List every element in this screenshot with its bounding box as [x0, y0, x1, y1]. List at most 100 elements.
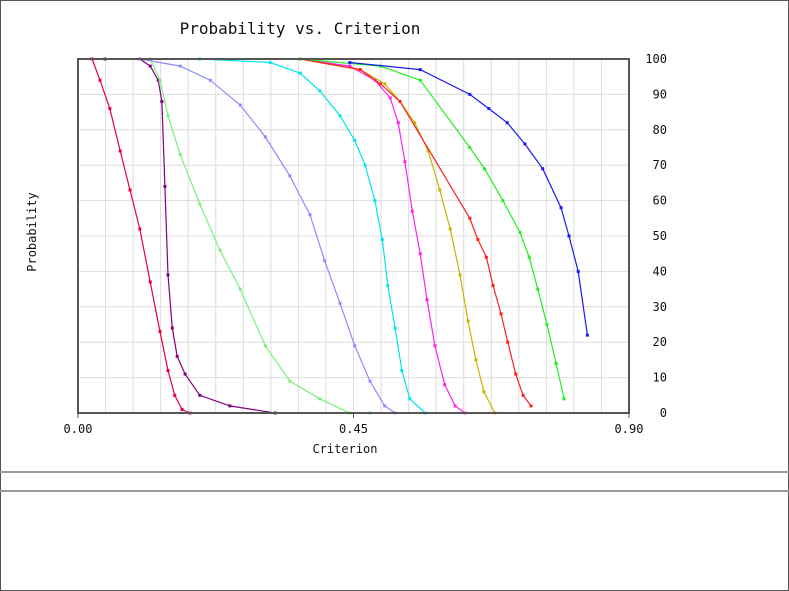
- y-tick-label: 0: [660, 406, 667, 420]
- y-tick-label: 40: [653, 264, 667, 278]
- data-point-marker: [128, 188, 132, 192]
- data-point-marker: [158, 78, 162, 82]
- data-point-marker: [425, 298, 429, 302]
- data-point-marker: [378, 82, 382, 86]
- data-point-marker: [458, 273, 462, 277]
- data-point-marker: [418, 68, 422, 72]
- data-point-marker: [518, 230, 522, 234]
- series-lightgreen: [149, 58, 370, 414]
- series-green: [300, 58, 565, 399]
- data-point-marker: [396, 121, 400, 125]
- data-point-marker: [373, 199, 377, 203]
- data-point-marker: [166, 273, 170, 277]
- data-point-marker: [175, 354, 179, 358]
- x-tick-label: 0.00: [64, 422, 93, 436]
- data-point-marker: [183, 372, 187, 376]
- data-point-marker: [166, 369, 170, 373]
- data-point-marker: [398, 99, 402, 103]
- data-point-marker: [499, 312, 503, 316]
- y-tick-label: 30: [653, 300, 667, 314]
- data-point-marker: [156, 78, 160, 82]
- data-point-marker: [288, 379, 292, 383]
- data-point-marker: [380, 238, 384, 242]
- data-point-marker: [263, 135, 267, 139]
- data-point-marker: [166, 114, 170, 118]
- data-point-marker: [298, 71, 302, 75]
- data-point-marker: [118, 149, 122, 153]
- data-point-marker: [338, 114, 342, 118]
- data-point-marker: [521, 393, 525, 397]
- data-point-marker: [418, 78, 422, 82]
- y-tick-label: 90: [653, 87, 667, 101]
- data-point-marker: [383, 82, 387, 86]
- data-point-marker: [545, 323, 549, 326]
- data-point-marker: [263, 344, 267, 348]
- series-cyan: [199, 58, 426, 414]
- data-point-marker: [348, 61, 352, 65]
- data-point-marker: [228, 404, 232, 408]
- y-tick-label: 70: [653, 158, 667, 172]
- data-point-marker: [448, 227, 452, 231]
- data-point-marker: [506, 340, 510, 344]
- x-tick-label: 0.90: [615, 422, 644, 436]
- series-red: [300, 58, 532, 407]
- series-blue: [349, 61, 588, 336]
- data-point-marker: [353, 138, 357, 142]
- data-point-marker: [218, 248, 222, 252]
- data-point-marker: [238, 287, 242, 291]
- chart-title: Probability vs. Criterion: [179, 19, 421, 38]
- data-point-marker: [536, 287, 540, 291]
- data-point-marker: [178, 64, 182, 68]
- data-point-marker: [484, 255, 488, 259]
- data-point-marker: [487, 107, 491, 111]
- data-point-marker: [268, 61, 272, 65]
- data-point-marker: [368, 379, 372, 383]
- data-point-marker: [438, 188, 442, 192]
- data-point-marker: [348, 64, 352, 68]
- data-point-marker: [468, 216, 472, 220]
- separator-line: [0, 471, 789, 473]
- data-point-marker: [358, 68, 362, 72]
- data-point-marker: [198, 393, 202, 397]
- data-point-marker: [567, 234, 571, 238]
- y-tick-label: 60: [653, 194, 667, 208]
- data-point-marker: [483, 167, 487, 171]
- data-point-marker: [408, 397, 412, 401]
- y-tick-label: 10: [653, 371, 667, 385]
- data-point-marker: [308, 213, 312, 217]
- data-point-marker: [353, 344, 357, 348]
- data-point-marker: [554, 361, 558, 365]
- data-point-marker: [318, 397, 322, 401]
- data-point-marker: [173, 393, 177, 397]
- data-point-marker: [170, 326, 174, 330]
- data-point-marker: [323, 259, 327, 263]
- data-point-marker: [393, 326, 397, 330]
- data-point-marker: [576, 269, 580, 273]
- x-axis-label: Criterion: [312, 442, 378, 456]
- data-point-marker: [562, 397, 566, 401]
- data-point-marker: [163, 184, 167, 188]
- data-point-marker: [474, 358, 478, 362]
- x-tick-label: 0.45: [339, 422, 368, 436]
- separator-line: [0, 490, 789, 492]
- data-point-marker: [476, 238, 480, 242]
- data-point-marker: [541, 167, 545, 171]
- data-point-marker: [426, 149, 430, 153]
- data-point-marker: [482, 390, 486, 394]
- data-point-marker: [413, 121, 417, 125]
- data-point-marker: [138, 227, 142, 231]
- data-point-marker: [98, 78, 102, 82]
- data-point-marker: [491, 284, 495, 288]
- data-point-marker: [388, 96, 392, 100]
- data-point-marker: [288, 174, 292, 178]
- data-point-marker: [386, 284, 390, 288]
- data-point-marker: [468, 92, 472, 96]
- data-point-marker: [158, 330, 162, 334]
- y-tick-label: 50: [653, 229, 667, 243]
- data-point-marker: [148, 64, 152, 68]
- data-point-marker: [198, 202, 202, 206]
- grid-lines: [78, 59, 629, 413]
- data-point-marker: [410, 209, 414, 213]
- data-point-marker: [505, 121, 509, 125]
